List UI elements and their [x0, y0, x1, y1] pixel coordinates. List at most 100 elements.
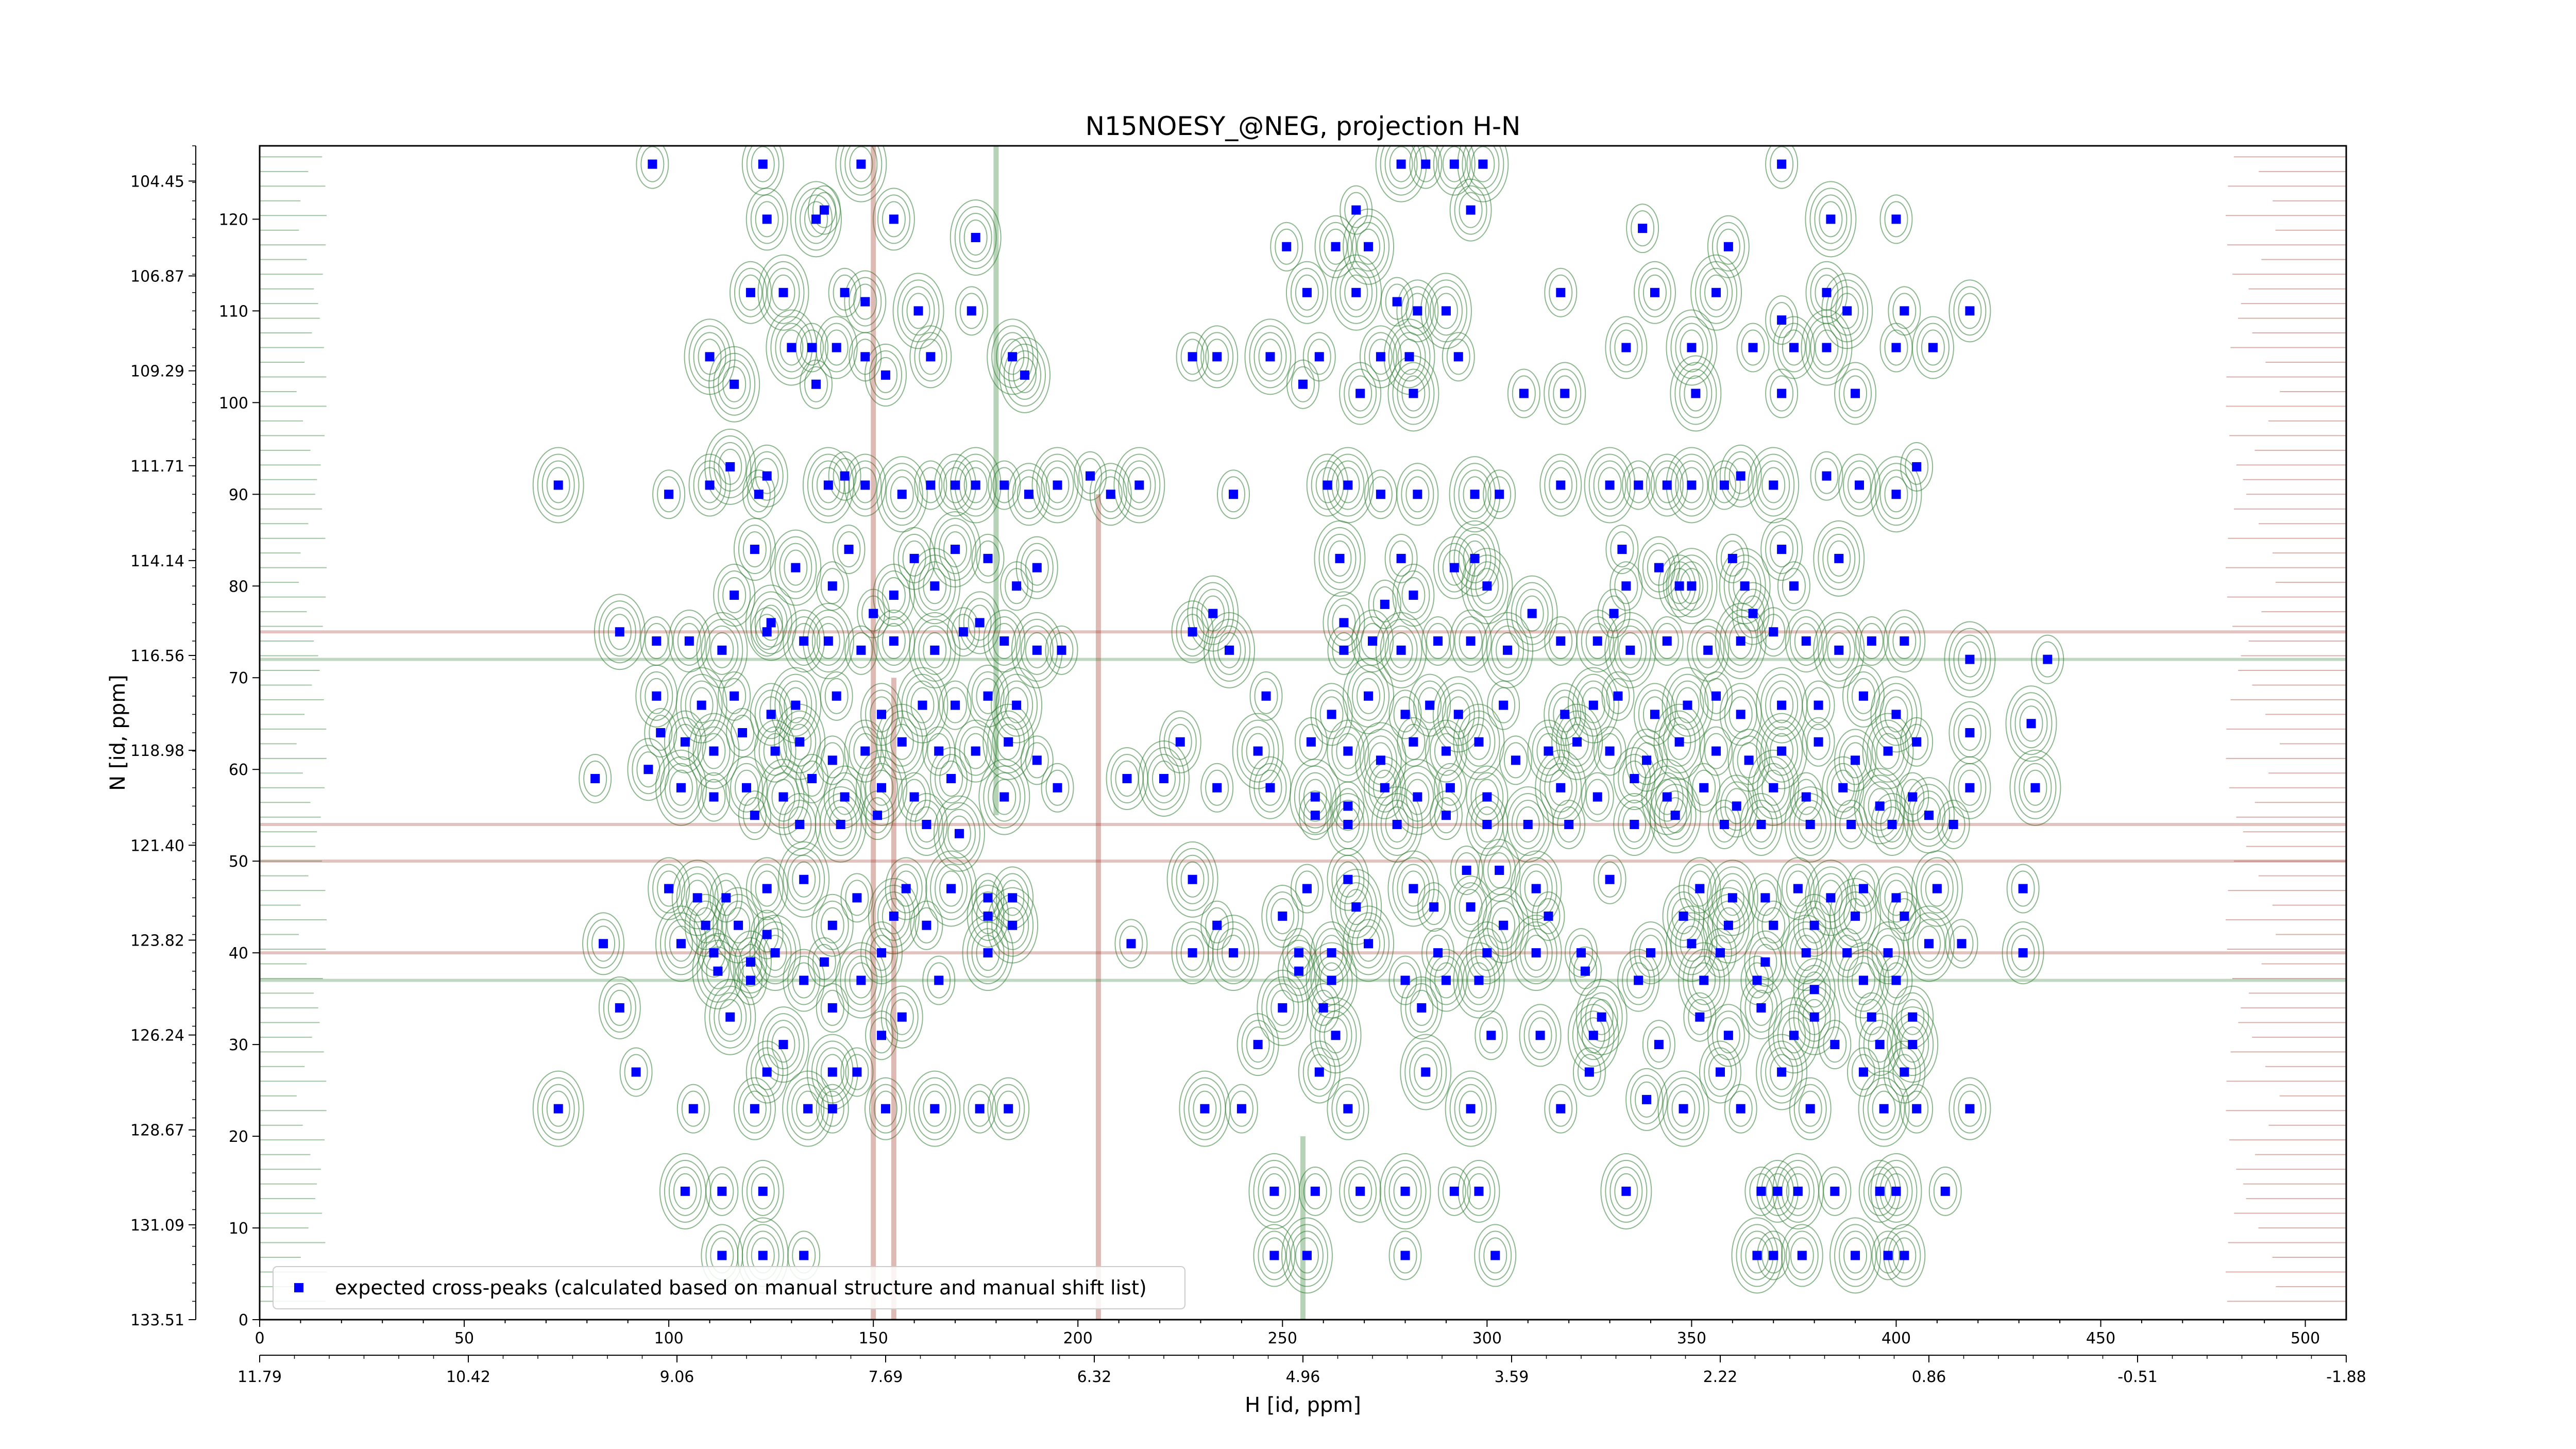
contour-ring [1834, 1224, 1877, 1287]
contour-ring [731, 715, 755, 751]
contour-ring [1744, 799, 1778, 849]
contour-ring [1667, 891, 1700, 941]
cross-peak-marker [975, 1104, 985, 1114]
contour-ring [741, 146, 784, 196]
contour-ring [2019, 705, 2043, 742]
contour-ring [1298, 1166, 1332, 1216]
contour-ring [1789, 1077, 1832, 1140]
contour-ring [1868, 1173, 1892, 1209]
contour-ring [747, 476, 771, 513]
contour-ring [1635, 1081, 1659, 1118]
contour-ring [905, 793, 948, 856]
cross-peak-marker [840, 471, 850, 481]
contour-ring [1674, 362, 1717, 425]
contour-ring [636, 751, 660, 788]
contour-ring [816, 983, 849, 1033]
contour-ring [1331, 781, 1365, 831]
contour-ring [668, 1166, 702, 1216]
contour-ring [1204, 612, 1256, 688]
contour-ring [1253, 763, 1287, 813]
contour-ring [701, 946, 735, 996]
contour-ring [1368, 579, 1401, 629]
contour-ring [1229, 1090, 1253, 1127]
contour-ring [923, 1090, 947, 1127]
contour-ring [1432, 676, 1484, 753]
contour-ring [1045, 625, 1078, 675]
x-index-tick-label: 500 [2291, 1329, 2320, 1347]
contour-ring [1449, 520, 1501, 597]
contour-ring [1908, 912, 1950, 975]
contour-ring [1347, 912, 1390, 975]
contour-ring [751, 1173, 775, 1209]
contour-ring [714, 442, 747, 492]
cross-peak-marker [946, 773, 956, 783]
contour-ring [1884, 880, 1908, 916]
cross-peak-marker [1318, 1003, 1328, 1013]
cross-peak-marker [1748, 609, 1758, 618]
contour-ring [1152, 760, 1176, 797]
contour-ring [709, 985, 752, 1049]
cross-peak-marker [590, 773, 600, 783]
cross-peak-marker [803, 1104, 813, 1114]
contour-ring [710, 632, 734, 668]
cross-peak-marker [1760, 893, 1770, 903]
contour-ring [1798, 806, 1822, 843]
contour-ring [1327, 1077, 1369, 1140]
cross-peak-marker [873, 811, 883, 820]
contour-ring [930, 857, 973, 920]
contour-ring [1958, 715, 1982, 751]
contour-ring [738, 274, 762, 311]
contour-ring [877, 891, 910, 941]
cross-peak-marker [1928, 343, 1938, 352]
cross-peak-marker [1355, 1186, 1365, 1196]
contour-ring [849, 146, 873, 182]
contour-ring [1892, 1054, 1917, 1090]
cross-peak-marker [1679, 911, 1688, 921]
x-axis-ppm: 11.79 10.42 9.06 7.69 6.32 4.96 3.59 2.22 0.86 -0… [238, 1355, 2366, 1386]
contour-ring [709, 435, 752, 498]
contour-ring [779, 543, 812, 593]
cross-peak-marker [758, 1251, 768, 1260]
y-ppm-tick-label: 116.56 [130, 647, 184, 665]
contour-ring [1765, 146, 1799, 189]
cross-peak-marker [1392, 819, 1402, 829]
contour-ring [1818, 1020, 1852, 1070]
cross-peak-marker [1544, 911, 1553, 921]
contour-ring [1492, 687, 1516, 723]
contour-ring [1704, 274, 1728, 311]
contour-ring [800, 359, 833, 409]
cross-peak-marker [1687, 343, 1697, 352]
contour-ring [742, 797, 767, 834]
contour-ring [923, 632, 947, 668]
contour-ring [1958, 641, 1982, 678]
contour-ring [1770, 146, 1794, 182]
contour-ring [733, 1077, 776, 1140]
cross-peak-marker [1314, 1067, 1324, 1077]
contour-ring [880, 463, 923, 526]
contour-ring [1851, 1054, 1875, 1090]
cross-peak-marker [1441, 306, 1451, 316]
contour-ring [1649, 777, 1701, 854]
contour-ring [1753, 880, 1777, 916]
cross-peak-marker [795, 819, 805, 829]
contour-ring [987, 710, 1030, 773]
contour-ring [963, 733, 988, 769]
contour-ring [976, 935, 1000, 971]
contour-ring [816, 1047, 849, 1097]
contour-ring [1858, 774, 1901, 838]
contour-ring [1236, 719, 1279, 783]
contour-ring [1180, 935, 1205, 971]
cross-peak-marker [1858, 975, 1868, 985]
contour-ring [1217, 469, 1250, 519]
cross-peak-marker [680, 737, 690, 747]
cross-peak-marker [856, 159, 866, 169]
contour-ring [1675, 323, 1708, 373]
contour-ring [762, 765, 805, 829]
cross-peak-marker [1760, 957, 1770, 967]
contour-ring [1020, 625, 1054, 675]
cross-peak-marker [1834, 645, 1844, 655]
plot-frame [259, 145, 2347, 1321]
contour-ring [1275, 228, 1299, 265]
contour-ring [1851, 962, 1875, 999]
contour-ring [1708, 1054, 1732, 1090]
